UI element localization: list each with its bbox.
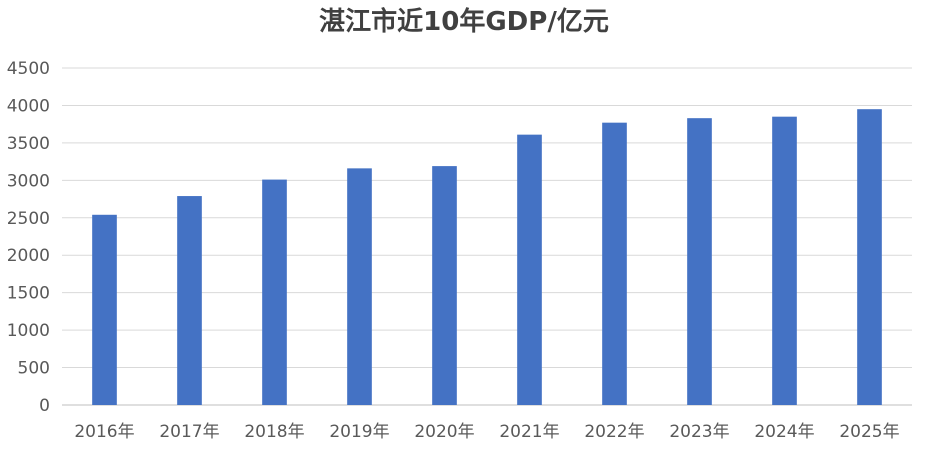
bar <box>857 109 882 405</box>
x-tick-label: 2025年 <box>839 422 899 442</box>
y-tick-label: 3000 <box>7 171 50 191</box>
bar <box>687 118 712 406</box>
bar <box>177 196 202 405</box>
x-tick-label: 2023年 <box>669 422 729 442</box>
bar <box>517 134 542 405</box>
y-tick-label: 1000 <box>7 321 50 341</box>
bar <box>347 168 372 405</box>
chart-title: 湛江市近10年GDP/亿元 <box>319 7 609 37</box>
y-tick-label: 500 <box>18 359 50 379</box>
bar <box>772 116 797 405</box>
y-tick-label: 2000 <box>7 246 50 266</box>
y-tick-label: 0 <box>39 396 50 416</box>
x-tick-label: 2016年 <box>74 422 134 442</box>
bar <box>92 214 117 405</box>
x-axis-ticks: 2016年 2017年 2018年 2019年 2020年 2021年 2022年 2023年… <box>74 422 899 442</box>
x-tick-label: 2020年 <box>414 422 474 442</box>
gridlines <box>62 67 912 406</box>
y-tick-label: 1500 <box>7 284 50 304</box>
y-tick-label: 4000 <box>7 96 50 116</box>
bar <box>602 122 627 406</box>
x-tick-label: 2018年 <box>244 422 304 442</box>
x-tick-label: 2019年 <box>329 422 389 442</box>
y-axis-ticks: 0 500 1000 1500 2000 2500 3000 3500 4000 4500 <box>7 59 50 416</box>
x-tick-label: 2017年 <box>159 422 219 442</box>
bar <box>262 179 287 405</box>
x-tick-label: 2022年 <box>584 422 644 442</box>
x-tick-label: 2024年 <box>754 422 814 442</box>
y-tick-label: 3500 <box>7 134 50 154</box>
y-tick-label: 2500 <box>7 209 50 229</box>
bars <box>92 109 882 406</box>
y-tick-label: 4500 <box>7 59 50 79</box>
x-tick-label: 2021年 <box>499 422 559 442</box>
bar <box>432 166 457 405</box>
